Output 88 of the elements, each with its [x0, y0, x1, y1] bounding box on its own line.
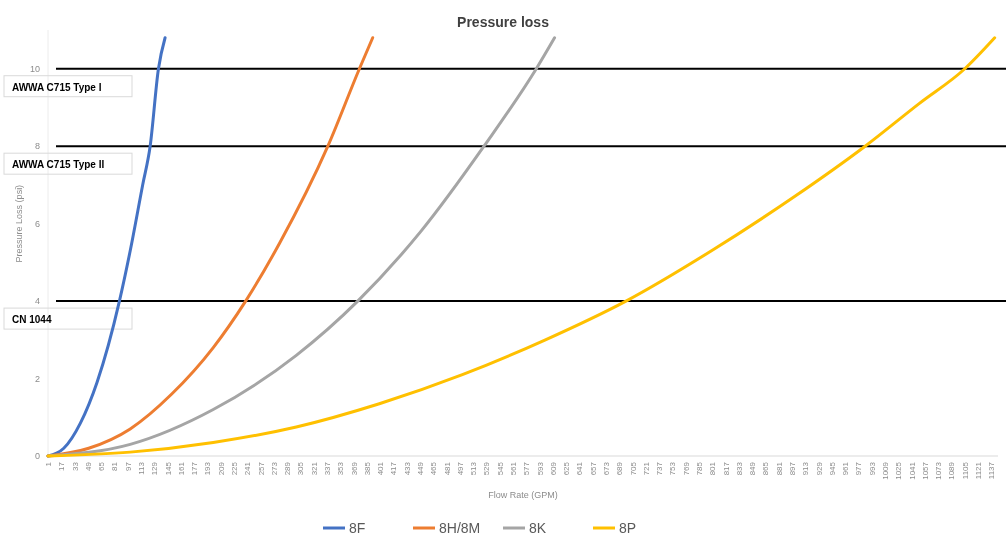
x-tick-label: 881: [774, 461, 784, 476]
x-tick-label: 1137: [987, 461, 997, 480]
x-tick-label: 897: [788, 461, 798, 476]
x-tick-label: 833: [734, 461, 744, 476]
y-tick-label: 10: [29, 63, 40, 74]
y-tick-label: 0: [34, 451, 40, 461]
x-tick-label: 801: [708, 461, 718, 476]
x-tick-label: 497: [455, 461, 465, 476]
x-tick-label: 1105: [960, 461, 970, 480]
x-tick-label: 81: [110, 461, 120, 471]
x-tick-label: 817: [721, 461, 731, 476]
x-tick-label: 369: [349, 461, 359, 476]
x-tick-label: 961: [841, 461, 851, 476]
x-tick-label: 321: [309, 461, 319, 476]
x-tick-label: 689: [615, 461, 625, 476]
x-tick-label: 177: [190, 461, 200, 476]
y-axis-title: Pressure Loss (psi): [14, 184, 24, 263]
x-tick-label: 1025: [894, 461, 904, 480]
x-tick-label: 1057: [920, 461, 930, 480]
x-tick-label: 577: [522, 461, 532, 476]
chart-title: Pressure loss: [457, 14, 550, 30]
x-tick-label: 65: [97, 461, 107, 471]
x-tick-label: 1089: [947, 461, 957, 480]
y-tick-label: 8: [34, 141, 40, 152]
x-tick-label: 161: [176, 461, 186, 476]
ref-line-label: CN 1044: [12, 314, 52, 326]
x-tick-label: 785: [695, 461, 705, 476]
x-tick-label: 145: [163, 461, 173, 476]
x-tick-label: 1009: [881, 461, 891, 480]
x-tick-label: 641: [575, 461, 585, 476]
x-tick-label: 769: [681, 461, 691, 476]
x-tick-label: 609: [548, 461, 558, 476]
x-tick-label: 97: [123, 461, 133, 471]
x-tick-label: 977: [854, 461, 864, 476]
x-tick-label: 1: [44, 461, 53, 467]
x-tick-label: 849: [748, 461, 758, 476]
legend-label: 8P: [619, 520, 637, 536]
x-tick-label: 865: [761, 461, 771, 476]
x-tick-label: 657: [588, 461, 598, 476]
x-tick-label: 561: [509, 461, 519, 476]
x-tick-label: 113: [137, 461, 147, 475]
x-tick-label: 625: [562, 461, 572, 476]
x-tick-label: 1121: [974, 461, 984, 480]
x-tick-label: 273: [269, 461, 279, 476]
x-tick-label: 993: [867, 461, 877, 476]
ref-line-label: AWWA C715 Type I: [12, 81, 102, 93]
x-tick-label: 465: [429, 461, 439, 476]
x-tick-label: 401: [376, 461, 386, 476]
x-tick-label: 753: [668, 461, 678, 476]
legend-label: 8K: [529, 520, 547, 536]
y-tick-label: 6: [34, 218, 40, 229]
x-tick-label: 353: [336, 461, 346, 476]
x-tick-label: 33: [70, 461, 80, 471]
x-tick-label: 481: [442, 461, 452, 476]
x-tick-label: 129: [150, 461, 160, 476]
x-tick-label: 593: [535, 461, 545, 476]
x-tick-label: 545: [495, 461, 505, 476]
legend-label: 8H/8M: [439, 520, 481, 536]
x-tick-label: 721: [641, 461, 651, 476]
x-tick-label: 417: [389, 461, 399, 476]
x-tick-label: 385: [362, 461, 372, 476]
x-tick-label: 241: [243, 461, 253, 476]
x-tick-label: 289: [283, 461, 293, 476]
x-tick-label: 49: [83, 461, 93, 471]
x-tick-label: 337: [323, 461, 333, 476]
y-tick-label: 4: [34, 296, 40, 307]
x-tick-label: 225: [230, 461, 240, 476]
x-tick-label: 1041: [907, 461, 917, 480]
x-tick-label: 913: [801, 461, 811, 476]
x-tick-label: 209: [216, 461, 226, 476]
x-tick-label: 929: [814, 461, 824, 476]
x-tick-label: 305: [296, 461, 306, 476]
ref-line-label: AWWA C715 Type II: [12, 159, 105, 171]
x-tick-label: 257: [256, 461, 266, 476]
x-tick-label: 449: [416, 461, 426, 476]
x-axis-title: Flow Rate (GPM): [488, 490, 558, 500]
x-tick-label: 529: [482, 461, 492, 476]
x-tick-label: 17: [57, 461, 67, 471]
legend-label: 8F: [349, 520, 366, 536]
y-tick-label: 2: [34, 373, 40, 384]
x-tick-label: 193: [203, 461, 213, 476]
x-tick-label: 1073: [934, 461, 944, 480]
x-tick-label: 705: [628, 461, 638, 476]
x-tick-label: 945: [827, 461, 837, 476]
x-tick-label: 737: [655, 461, 665, 476]
x-tick-label: 433: [402, 461, 412, 476]
x-tick-label: 513: [469, 461, 479, 476]
x-tick-label: 673: [602, 461, 612, 476]
